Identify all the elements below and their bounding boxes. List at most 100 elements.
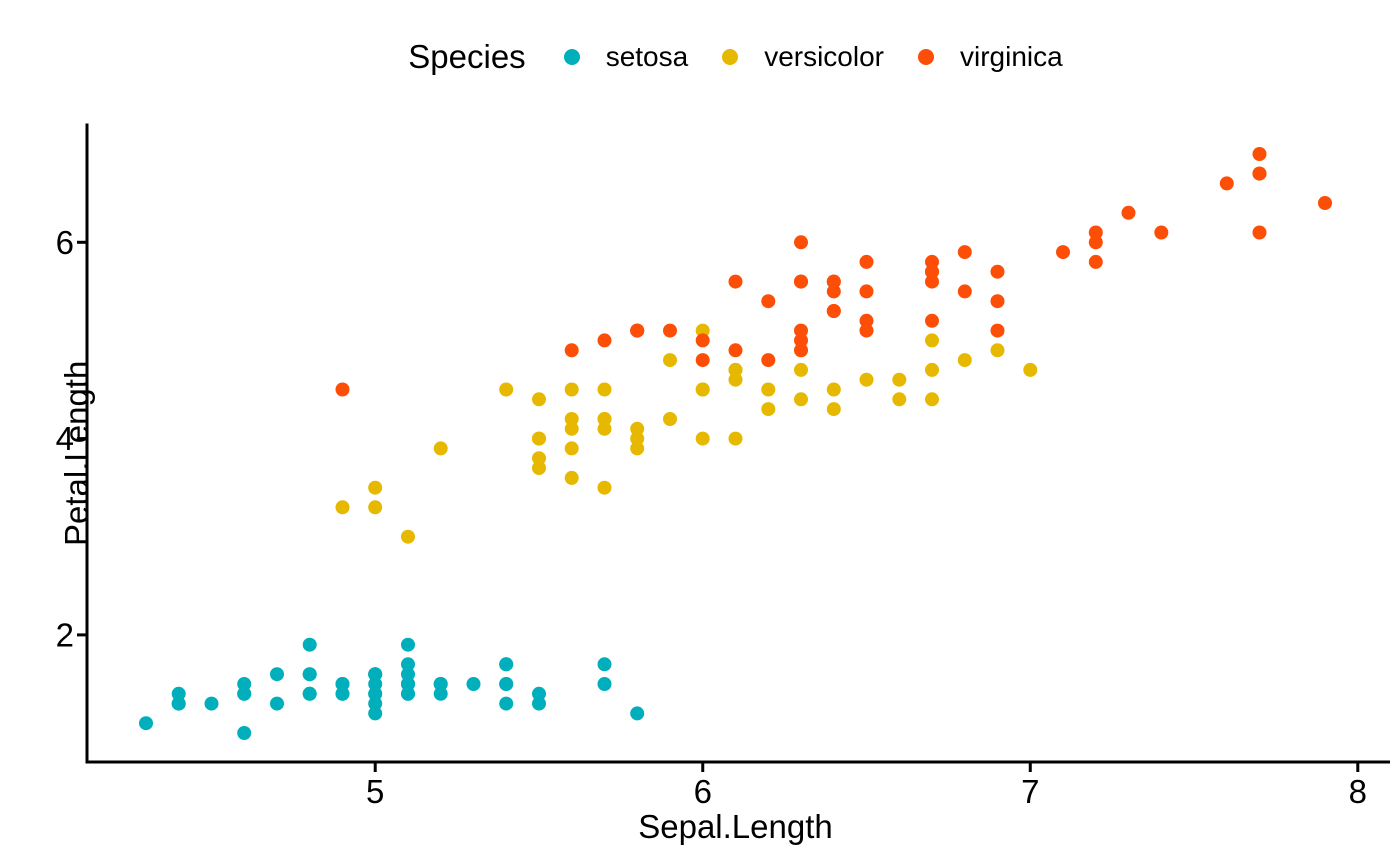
data-point-versicolor [597,421,612,436]
data-point-setosa [401,667,415,682]
legend-label-versicolor: versicolor [764,41,884,72]
data-point-setosa [597,657,612,672]
legend-label-setosa: setosa [605,41,689,72]
data-point-setosa [368,706,383,721]
data-point-setosa [302,667,317,682]
data-point-versicolor [564,470,579,485]
data-point-virginica [761,294,776,309]
legend-key-dot-setosa [563,49,580,65]
data-point-versicolor [892,392,907,407]
data-point-setosa [237,686,252,701]
data-point-versicolor [499,382,514,397]
legend-key-dot-virginica [918,49,934,65]
data-point-versicolor [957,353,972,368]
data-point-setosa [335,677,350,691]
data-point-virginica [826,274,841,289]
data-point-virginica [794,235,808,250]
data-point-setosa [204,696,219,711]
data-point-virginica [925,264,939,279]
data-point-versicolor [532,431,546,446]
data-point-setosa [433,686,448,701]
data-point-versicolor [794,392,808,407]
data-point-setosa [401,686,415,701]
legend-items: setosa versicolor virginica [563,41,1063,73]
data-point-versicolor [695,323,710,338]
legend-title: Species [408,38,526,75]
data-point-virginica [695,353,710,368]
data-point-virginica [859,254,874,269]
y-tick-label-6: 6 [56,224,74,261]
data-point-versicolor [564,441,579,456]
data-point-versicolor [695,382,710,397]
data-point-setosa [532,686,546,701]
data-point-versicolor [925,333,939,348]
data-point-versicolor [826,402,841,417]
data-point-versicolor [433,441,448,456]
data-point-virginica [957,245,972,260]
data-point-virginica [1219,176,1234,191]
data-point-setosa [532,696,546,711]
x-tick-label-8: 8 [1349,773,1367,810]
data-point-versicolor [761,402,776,417]
data-point-virginica [695,333,710,348]
data-point-setosa [368,686,383,701]
data-point-virginica [728,343,743,358]
legend-item-setosa: setosa [563,41,689,73]
data-point-virginica [826,304,841,318]
data-point-setosa [237,726,252,740]
legend-item-versicolor: versicolor [722,41,884,73]
data-point-virginica [990,264,1005,279]
data-point-versicolor [597,382,612,397]
data-point-setosa [630,706,645,721]
data-point-virginica [925,313,939,328]
data-point-setosa [139,716,153,731]
data-point-versicolor [761,382,776,397]
data-point-virginica [794,343,808,358]
data-point-versicolor [663,412,677,426]
data-point-virginica [957,284,972,299]
data-point-virginica [1056,245,1070,260]
data-point-virginica [1154,225,1169,240]
data-point-virginica [630,323,645,338]
data-point-setosa [302,637,317,652]
legend-label-virginica: virginica [960,41,1063,72]
data-point-setosa [499,657,514,672]
data-point-virginica [925,254,939,269]
data-point-versicolor [630,431,645,446]
data-point-virginica [826,284,841,299]
data-point-virginica [1252,166,1267,181]
data-point-versicolor [401,529,415,544]
data-point-versicolor [663,353,677,368]
data-point-virginica [1252,225,1267,240]
data-point-versicolor [892,372,907,387]
data-point-virginica [859,323,874,338]
data-point-virginica [794,323,808,338]
data-point-setosa [368,667,383,682]
data-point-versicolor [794,362,808,377]
data-point-virginica [1318,196,1332,210]
data-point-versicolor [564,421,579,436]
data-point-versicolor [564,382,579,397]
legend-item-virginica: virginica [918,41,1063,73]
data-point-virginica [597,333,612,348]
data-point-setosa [302,686,317,701]
data-point-setosa [401,637,415,652]
data-point-setosa [368,696,383,711]
data-point-versicolor [925,392,939,407]
data-point-virginica [728,274,743,289]
data-point-versicolor [728,372,743,387]
data-point-setosa [237,677,252,691]
y-tick-label-2: 2 [56,616,74,653]
data-point-setosa [466,677,481,691]
data-point-setosa [171,686,186,701]
data-point-virginica [859,313,874,328]
data-point-virginica [1252,147,1267,161]
data-point-setosa [270,667,284,682]
data-point-versicolor [532,461,546,475]
data-point-virginica [761,353,776,368]
data-point-versicolor [728,362,743,377]
data-point-versicolor [859,372,874,387]
data-point-virginica [663,323,677,338]
data-point-versicolor [990,343,1005,358]
